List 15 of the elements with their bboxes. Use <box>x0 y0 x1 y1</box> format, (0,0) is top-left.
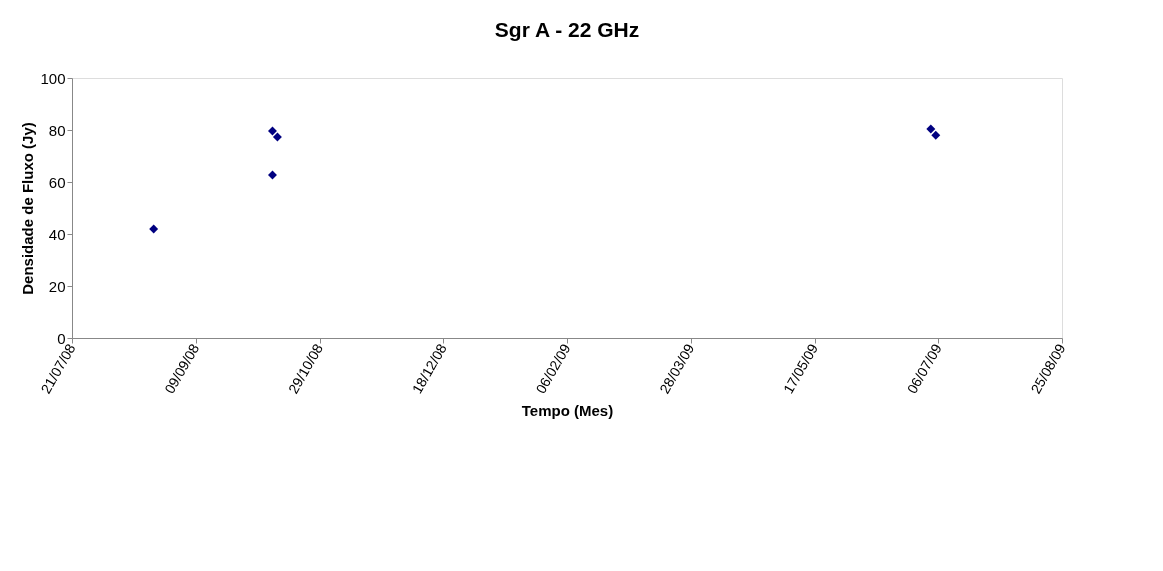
point <box>272 132 282 142</box>
y-tick-label: 0 <box>57 329 66 347</box>
point <box>268 126 277 136</box>
y-tick-label: 40 <box>48 225 66 243</box>
x-axis-title: Tempo (Mes) <box>521 402 614 420</box>
point <box>149 224 159 234</box>
chart-title: Sgr A - 22 GHz <box>494 18 640 41</box>
point <box>268 170 277 180</box>
point <box>926 124 936 134</box>
y-tick-label: 80 <box>48 121 66 139</box>
point <box>931 130 941 140</box>
y-axis-title: Densidade de Fluxo (Jy) <box>19 122 37 295</box>
y-tick-label: 20 <box>48 277 66 295</box>
y-tick-label: 60 <box>48 173 66 191</box>
y-tick-label: 100 <box>40 69 66 87</box>
